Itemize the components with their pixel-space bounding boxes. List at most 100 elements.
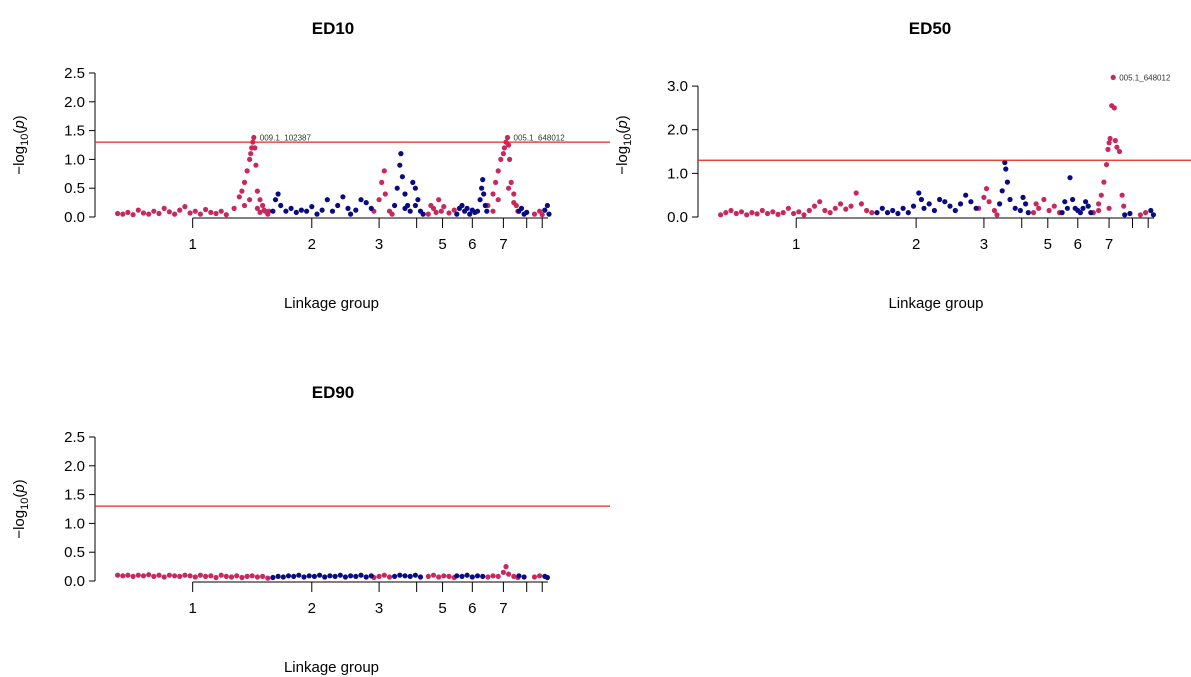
x-tick-label: 6 [1074,236,1082,253]
data-point [1046,207,1052,214]
data-point [120,573,126,579]
data-point [454,211,460,217]
data-point [490,208,496,214]
x-tick-label: 5 [438,236,446,253]
data-point [397,162,403,168]
data-point [910,203,917,209]
data-point [329,208,336,214]
data-point [817,199,823,205]
data-point [130,212,136,218]
x-tick-label: 5 [438,600,446,617]
data-point [467,211,473,217]
data-point [249,573,255,579]
data-point [511,573,517,580]
y-tick-label: 0.0 [64,573,85,590]
panel-ed90: ED90 0.0 0.5 1.0 1.5 2.0 2.5 −log10(p) 1 2 3 5 6 7 Lin… [11,383,610,676]
data-point [203,573,209,580]
data-point [811,203,818,209]
data-point [1137,212,1143,218]
x-axis-label: Linkage group [284,659,379,676]
data-point [474,573,481,579]
x-tick-label: 1 [189,236,197,253]
data-point [544,574,551,581]
data-point [775,211,781,217]
x-tick-label: 1 [189,600,197,617]
data-point [738,209,745,215]
data-point [832,205,838,211]
data-point [937,196,943,203]
data-point [1107,135,1113,142]
data-point [182,572,188,578]
data-point [864,207,870,214]
series-2 [270,151,552,217]
data-point [358,572,364,578]
data-point [441,573,447,579]
data-point [436,574,442,580]
data-point [469,574,475,580]
x-tick-label: 7 [499,236,507,253]
data-point [546,211,552,217]
data-point [544,202,551,209]
data-point [490,573,496,579]
series-1 [718,74,1149,218]
data-point [192,208,198,214]
data-point [1003,166,1009,172]
data-point [266,208,272,214]
data-point [508,179,514,185]
data-point [503,564,509,570]
data-point [921,205,927,211]
data-point [254,205,260,211]
y-tick-label: 1.5 [64,123,85,140]
data-point [524,209,530,215]
data-point [973,205,979,211]
data-point [172,211,178,217]
data-point [275,191,281,197]
data-point [1059,210,1065,216]
data-point [244,573,250,580]
y-tick-label: 3.0 [667,78,688,95]
x-tick-label: 2 [912,236,920,253]
data-point [905,210,911,216]
data-point [327,573,333,579]
data-point [197,211,203,217]
data-point [218,572,224,578]
data-point [415,197,421,203]
y-tick-label: 0.0 [64,209,85,226]
data-point [1148,207,1154,214]
data-point [319,207,325,213]
data-point [353,207,359,213]
data-point [827,210,833,216]
data-point [239,188,245,194]
data-point [166,572,172,578]
data-point [1106,205,1112,211]
data-point [254,574,260,580]
data-point [376,573,382,580]
data-point [1150,212,1156,218]
data-point [304,208,310,214]
data-point [1004,179,1011,185]
data-point [293,209,299,215]
data-point [968,199,974,205]
data-point [999,188,1005,194]
data-point [495,168,501,174]
x-tick-label: 1 [792,236,800,253]
data-point [858,201,865,207]
data-point [446,573,452,580]
data-point [874,210,880,216]
data-point [718,212,724,218]
data-point [261,207,267,213]
y-axis-label: −log10(p) [614,115,634,174]
data-point [490,191,496,197]
data-point [1106,140,1112,146]
data-point [981,194,987,200]
data-point [317,572,323,578]
data-point [733,210,739,217]
data-point [394,185,400,191]
data-point [425,573,431,580]
data-point [301,574,307,580]
data-point [213,210,219,217]
data-point [853,190,859,196]
data-point [213,574,219,581]
y-tick-label: 1.0 [64,151,85,168]
x-axis-label: Linkage group [888,295,983,312]
